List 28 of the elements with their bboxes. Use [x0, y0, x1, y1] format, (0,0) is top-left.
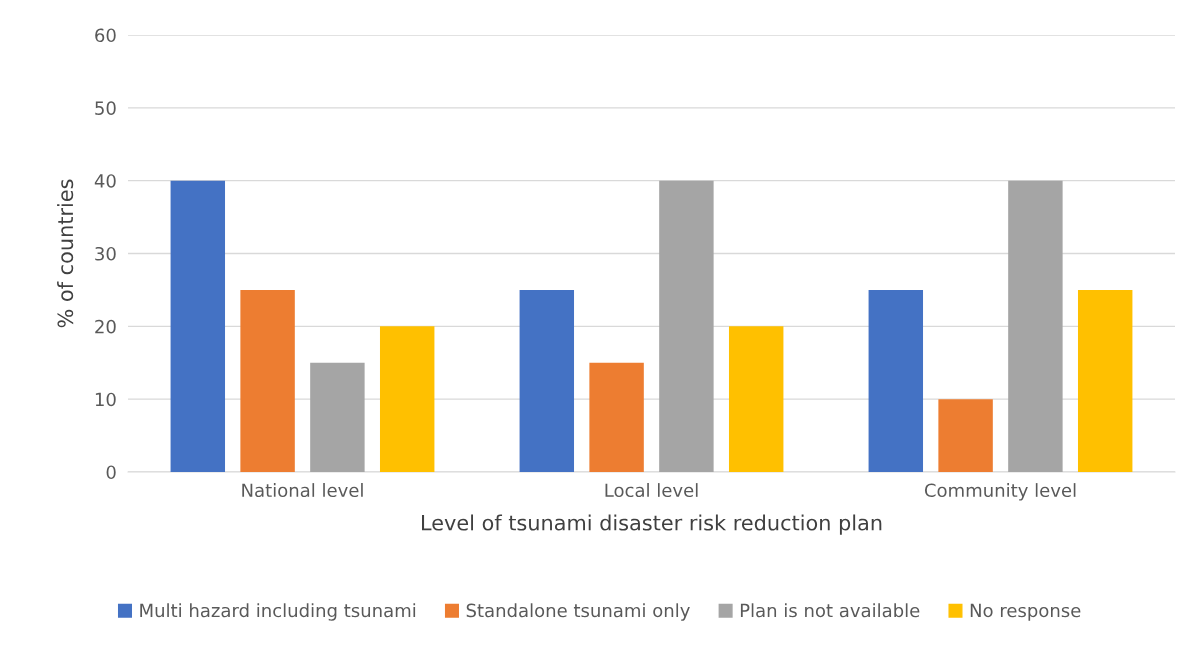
bar	[240, 289, 295, 472]
bar	[519, 289, 575, 472]
x-tick-label: Local level	[605, 483, 698, 498]
y-tick-label: 50	[95, 101, 116, 115]
y-tick-label: 20	[95, 319, 116, 334]
legend-label: Multi hazard including tsunami	[140, 603, 416, 621]
x-tick-label: Community level	[924, 483, 1076, 501]
x-axis-title: Level of tsunami disaster risk reduction plan	[422, 514, 882, 535]
bar	[728, 326, 784, 472]
bar	[938, 399, 993, 472]
bar	[310, 362, 365, 472]
bar	[1008, 180, 1063, 472]
x-tick-label: National level	[242, 483, 363, 498]
legend-label: No response	[970, 603, 1081, 621]
bar	[659, 180, 714, 472]
legend-label: Plan is not available	[740, 603, 920, 618]
bar	[1077, 289, 1133, 472]
bar	[379, 326, 435, 472]
bar	[170, 180, 226, 472]
bar	[589, 362, 644, 472]
legend-label: Standalone tsunami only	[466, 603, 690, 621]
y-tick-label: 0	[106, 465, 116, 480]
y-tick-label: 10	[95, 392, 116, 407]
y-tick-label: 60	[95, 28, 116, 43]
bar	[868, 289, 924, 472]
y-tick-label: 30	[95, 246, 116, 261]
y-tick-label: 40	[94, 174, 116, 188]
y-axis-title: % of countries	[57, 179, 74, 328]
